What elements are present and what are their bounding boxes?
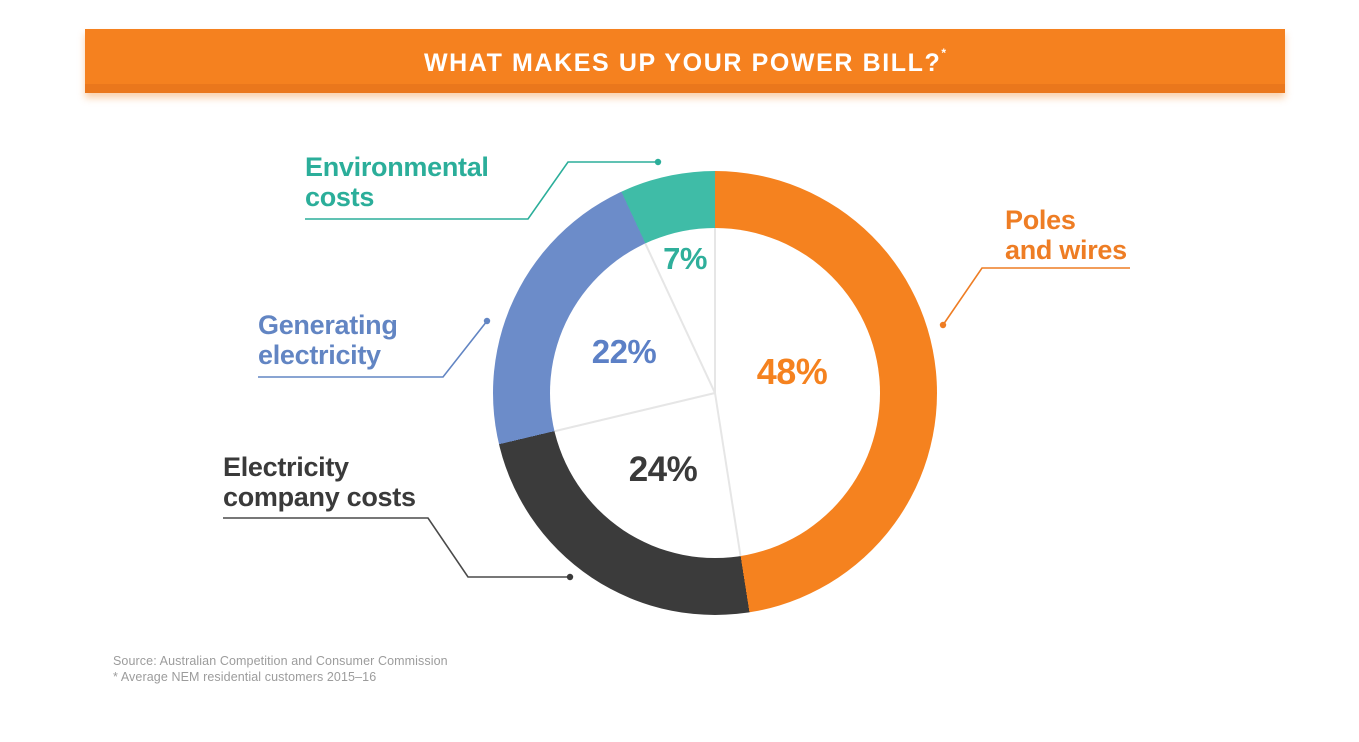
label-line: electricity — [258, 340, 381, 370]
label-generating-electricity: Generating electricity — [258, 310, 398, 370]
label-line: and wires — [1005, 235, 1127, 265]
label-line: Environmental — [305, 152, 489, 182]
page-title: WHAT MAKES UP YOUR POWER BILL?* — [424, 47, 946, 76]
leader-dot-environmental — [654, 158, 662, 166]
donut-chart — [493, 171, 937, 615]
leader-line-poles — [939, 267, 1130, 329]
page-title-text: WHAT MAKES UP YOUR POWER BILL? — [423, 48, 942, 77]
label-environmental-costs: Environmental costs — [305, 152, 489, 212]
title-bar: WHAT MAKES UP YOUR POWER BILL?* — [85, 29, 1285, 93]
label-line: Poles — [1005, 205, 1076, 235]
label-line: Generating — [258, 310, 398, 340]
label-line: company costs — [223, 482, 416, 512]
source-note: Source: Australian Competition and Consu… — [113, 653, 448, 685]
value-label-poles: 48% — [756, 351, 828, 392]
leader-dot-company — [566, 573, 574, 581]
title-footnote-marker: * — [941, 45, 947, 60]
leader-line-company — [223, 517, 574, 581]
value-label-generating: 22% — [591, 333, 657, 370]
label-poles-and-wires: Poles and wires — [1005, 205, 1127, 265]
leader-dot-generating — [483, 317, 491, 325]
label-line: Electricity — [223, 452, 349, 482]
source-line: Source: Australian Competition and Consu… — [113, 654, 448, 668]
label-electricity-company-costs: Electricity company costs — [223, 452, 416, 512]
value-label-environmental: 7% — [663, 241, 707, 276]
leader-dot-poles — [939, 321, 947, 329]
footnote-line: * Average NEM residential customers 2015… — [113, 670, 377, 684]
value-label-company: 24% — [628, 450, 698, 489]
segment-divider-top — [714, 228, 716, 393]
label-line: costs — [305, 182, 375, 212]
